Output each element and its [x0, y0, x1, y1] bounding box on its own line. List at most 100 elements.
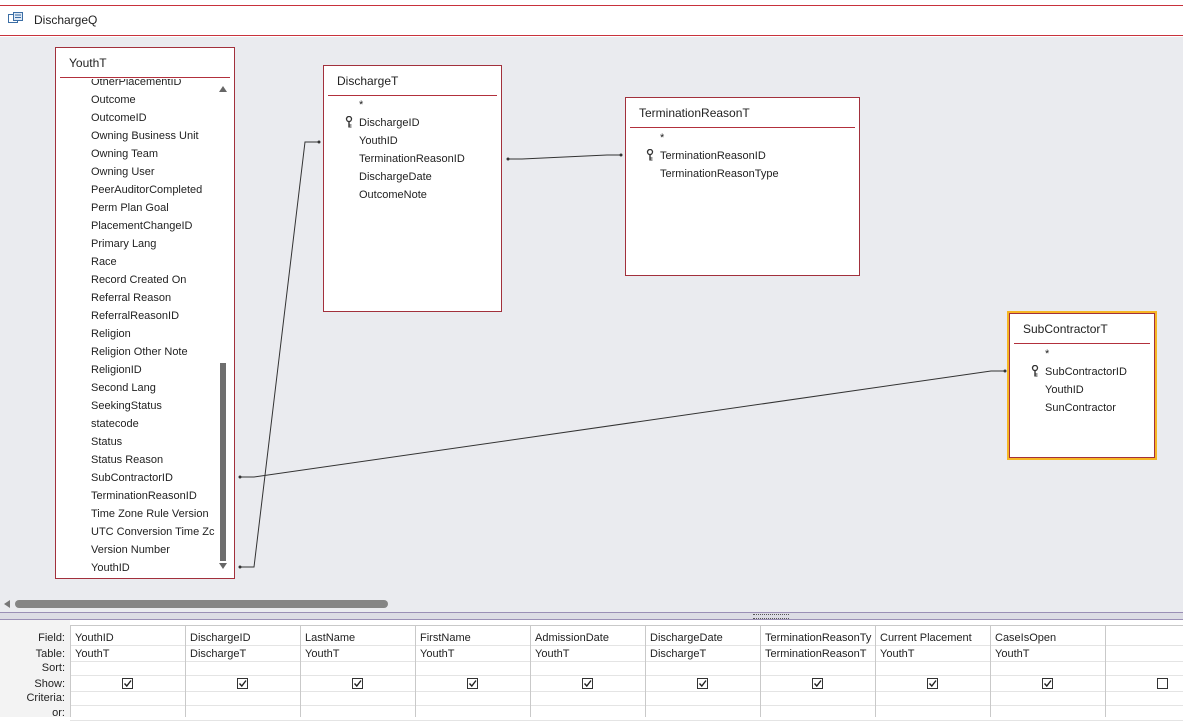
field-cell[interactable]: YouthID [75, 632, 114, 644]
field-item[interactable]: Race [91, 256, 117, 268]
table-title[interactable]: SubContractorT [1023, 322, 1108, 336]
field-item[interactable]: TerminationReasonID [660, 150, 766, 162]
field-item[interactable]: * [1045, 348, 1050, 360]
field-item[interactable]: SeekingStatus [91, 400, 162, 412]
table-box[interactable]: DischargeT * DischargeID YouthID Termination… [323, 65, 502, 312]
grid-column-rule [300, 625, 301, 717]
table-title[interactable]: DischargeT [337, 74, 399, 88]
table-cell[interactable]: YouthT [420, 648, 455, 660]
show-checkbox[interactable] [121, 678, 133, 689]
field-item[interactable]: YouthID [91, 562, 130, 574]
field-item[interactable]: Time Zone Rule Version [91, 508, 209, 520]
table-title-rule [1014, 343, 1150, 344]
field-item[interactable]: OutcomeID [91, 112, 147, 124]
field-item[interactable]: DischargeDate [359, 171, 432, 183]
grid-column-rule [185, 625, 186, 717]
show-checkbox[interactable] [351, 678, 363, 689]
field-item[interactable]: * [660, 132, 665, 144]
field-item[interactable]: YouthID [1045, 384, 1084, 396]
grid-column-rule [990, 625, 991, 717]
grid-column-rule [760, 625, 761, 717]
field-cell[interactable]: Current Placement [880, 632, 972, 644]
show-checkbox[interactable] [811, 678, 823, 689]
field-item[interactable]: PlacementChangeID [91, 220, 193, 232]
field-item[interactable]: SubContractorID [91, 472, 173, 484]
field-cell[interactable]: TerminationReasonTy [765, 632, 872, 644]
field-item[interactable]: TerminationReasonID [91, 490, 197, 502]
field-item[interactable]: Second Lang [91, 382, 156, 394]
grid-row-rule [70, 691, 1183, 692]
query-icon [8, 12, 23, 23]
show-checkbox[interactable] [466, 678, 478, 689]
splitter-grip[interactable] [753, 614, 789, 619]
field-item[interactable]: ReferralReasonID [91, 310, 180, 322]
tab-title[interactable]: DischargeQ [34, 13, 98, 27]
join-line[interactable] [240, 141, 319, 568]
table-cell[interactable]: DischargeT [650, 648, 707, 660]
table-cell[interactable]: YouthT [535, 648, 570, 660]
field-item[interactable]: Outcome [91, 94, 136, 106]
show-checkbox[interactable] [1156, 678, 1168, 689]
table-cell[interactable]: YouthT [75, 648, 110, 660]
table-cell[interactable]: YouthT [995, 648, 1030, 660]
field-item[interactable]: * [359, 99, 364, 111]
field-cell[interactable]: DischargeID [190, 632, 251, 644]
table-title[interactable]: YouthT [69, 56, 107, 70]
field-item[interactable]: TerminationReasonType [660, 168, 779, 180]
show-checkbox[interactable] [581, 678, 593, 689]
field-item[interactable]: TerminationReasonID [359, 153, 465, 165]
table-title[interactable]: TerminationReasonT [639, 106, 750, 120]
grid-row-rule [70, 705, 1183, 706]
show-checkbox[interactable] [1041, 678, 1053, 689]
table-box[interactable]: TerminationReasonT * TerminationReasonID Te… [625, 97, 860, 276]
join-line[interactable] [508, 154, 621, 160]
field-cell[interactable]: DischargeDate [650, 632, 723, 644]
grid-column-rule [875, 625, 876, 717]
field-list: * DischargeID YouthID TerminationReasonID Di… [324, 97, 501, 311]
field-item[interactable]: SubContractorID [1045, 366, 1127, 378]
grid-row-rule [70, 661, 1183, 662]
table-cell[interactable]: TerminationReasonT [765, 648, 867, 660]
table-cell[interactable]: DischargeT [190, 648, 247, 660]
scroll-thumb[interactable] [220, 363, 226, 561]
field-item[interactable]: OtherPlacementID [91, 79, 182, 88]
design-grid: Field: Table: Sort: Show: Criteria: or: YouthI… [0, 620, 1183, 721]
pane-splitter[interactable] [0, 612, 1183, 620]
horizontal-scrollbar[interactable] [0, 597, 1183, 611]
field-item[interactable]: Primary Lang [91, 238, 157, 250]
field-item[interactable]: Status Reason [91, 454, 164, 466]
join-line[interactable] [240, 370, 1005, 478]
field-item[interactable]: Referral Reason [91, 292, 172, 304]
field-item[interactable]: Owning User [91, 166, 155, 178]
field-cell[interactable]: CaseIsOpen [995, 632, 1057, 644]
field-cell[interactable]: FirstName [420, 632, 471, 644]
field-item[interactable]: Status [91, 436, 123, 448]
document-tab-bar: DischargeQ [0, 5, 1183, 36]
field-item[interactable]: YouthID [359, 135, 398, 147]
field-cell[interactable]: LastName [305, 632, 356, 644]
vertical-scrollbar[interactable] [216, 79, 230, 576]
field-item[interactable]: Perm Plan Goal [91, 202, 169, 214]
field-item[interactable]: Owning Team [91, 148, 159, 160]
scroll-thumb[interactable] [15, 600, 388, 608]
field-item[interactable]: PeerAuditorCompleted [91, 184, 203, 196]
table-cell[interactable]: YouthT [305, 648, 340, 660]
field-cell[interactable]: AdmissionDate [535, 632, 609, 644]
field-item[interactable]: DischargeID [359, 117, 420, 129]
show-checkbox[interactable] [236, 678, 248, 689]
field-item[interactable]: Religion Other Note [91, 346, 188, 358]
field-item[interactable]: ReligionID [91, 364, 142, 376]
show-checkbox[interactable] [926, 678, 938, 689]
field-item[interactable]: statecode [91, 418, 139, 430]
field-item[interactable]: Religion [91, 328, 131, 340]
field-item[interactable]: UTC Conversion Time Zc [91, 526, 215, 538]
field-item[interactable]: Record Created On [91, 274, 187, 286]
show-checkbox[interactable] [696, 678, 708, 689]
table-box[interactable]: SubContractorT * SubContractorID YouthID Sun… [1007, 311, 1157, 460]
field-item[interactable]: Owning Business Unit [91, 130, 199, 142]
field-item[interactable]: OutcomeNote [359, 189, 427, 201]
field-item[interactable]: SunContractor [1045, 402, 1116, 414]
field-item[interactable]: Version Number [91, 544, 170, 556]
table-cell[interactable]: YouthT [880, 648, 915, 660]
table-box[interactable]: YouthT OtherPlacementID Outcome OutcomeID Ow… [55, 47, 235, 579]
